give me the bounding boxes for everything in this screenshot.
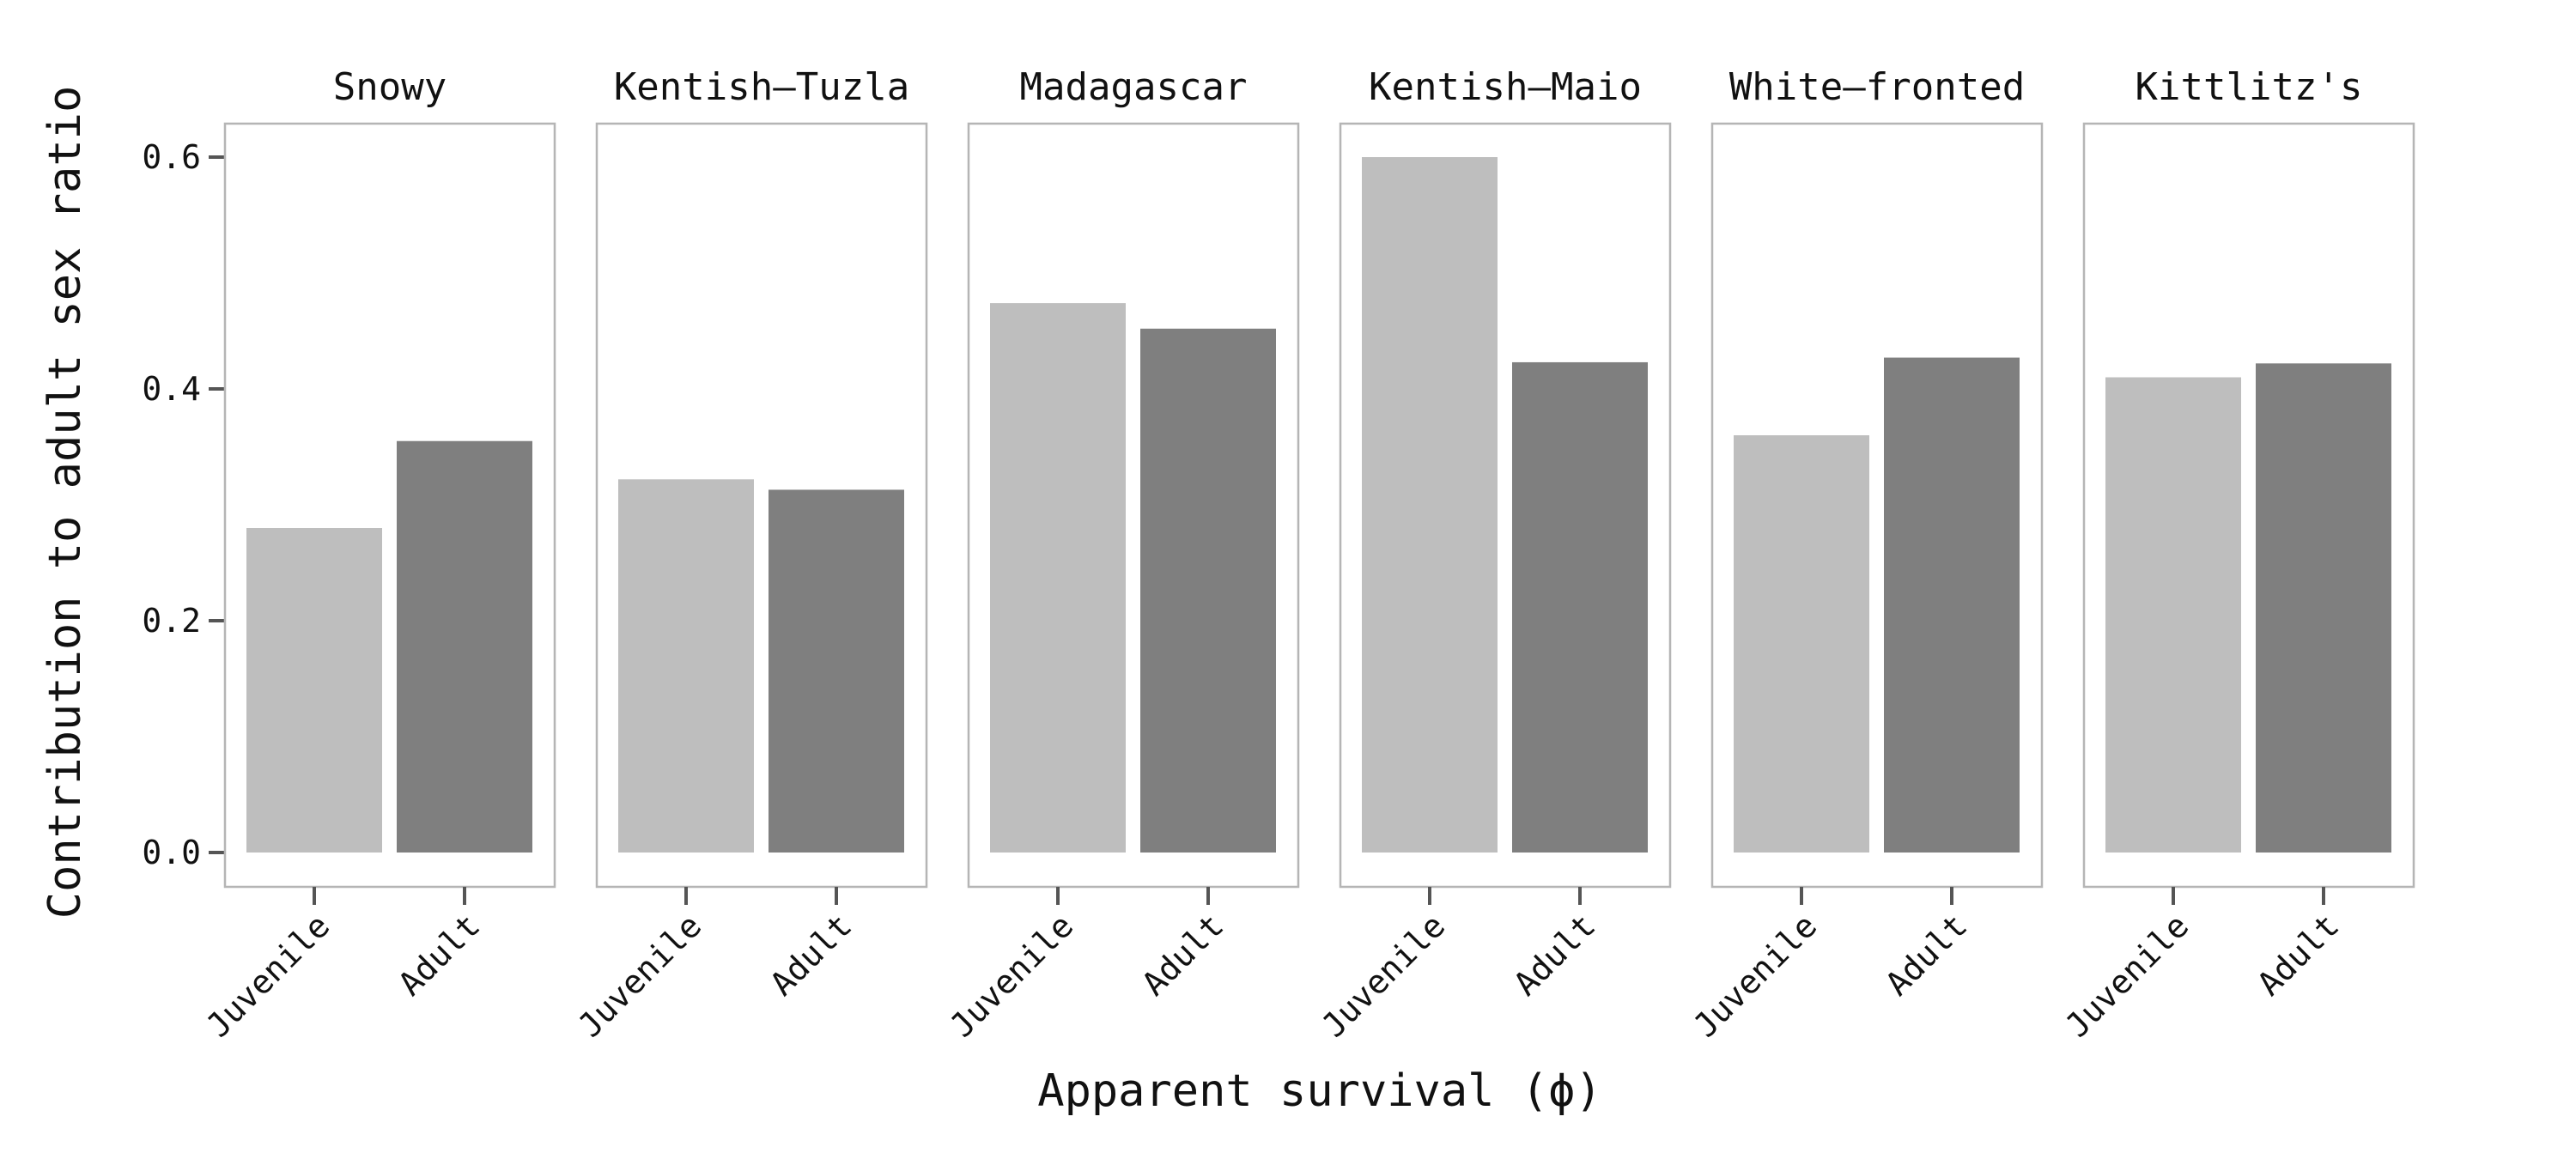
x-tick-label: Juvenile [943, 907, 1081, 1045]
x-tick-label: Adult [762, 907, 859, 1003]
facet-panels: Snowy Juvenile Adult Kentish–Tuzla Juvenile A… [199, 65, 2415, 1045]
bar-snowy-juvenile [246, 528, 382, 853]
facet-label: Madagascar [1020, 65, 1248, 109]
bar-white-fronted-adult [1884, 357, 2020, 853]
bar-kittlitz-s-juvenile [2105, 377, 2241, 853]
facet-kentish-maio: Kentish–Maio Juvenile Adult [1315, 65, 1672, 1045]
x-tick-label: Juvenile [1315, 907, 1453, 1045]
bar-kittlitz-s-adult [2256, 363, 2391, 853]
x-tick-label: Juvenile [1686, 907, 1825, 1045]
bar-kentish-tuzla-adult [769, 489, 904, 853]
bar-madagascar-juvenile [990, 303, 1126, 853]
bar-snowy-adult [397, 440, 532, 853]
x-tick-label: Juvenile [571, 907, 709, 1045]
bar-kentish-tuzla-juvenile [618, 479, 754, 853]
x-tick-label: Adult [1506, 907, 1602, 1003]
y-tick-label: 0.0 [142, 834, 201, 871]
facet-label: White–fronted [1729, 65, 2025, 109]
facet-label: Kentish–Tuzla [614, 65, 909, 109]
facet-kentish-tuzla: Kentish–Tuzla Juvenile Adult [571, 65, 928, 1045]
y-tick-label: 0.4 [142, 370, 201, 408]
x-tick-label: Adult [2250, 907, 2346, 1003]
facet-kittlitz-s: Kittlitz's Juvenile Adult [2058, 65, 2415, 1045]
y-axis-title: Contribution to adult sex ratio [39, 86, 91, 919]
facet-label: Kentish–Maio [1369, 65, 1642, 109]
bar-white-fronted-juvenile [1734, 435, 1869, 853]
facet-label: Kittlitz's [2136, 65, 2363, 109]
facet-white-fronted: White–fronted Juvenile Adult [1686, 65, 2044, 1045]
bar-kentish-maio-juvenile [1362, 157, 1498, 853]
x-tick-label: Adult [1134, 907, 1230, 1003]
x-tick-label: Adult [1878, 907, 1974, 1003]
facet-snowy: Snowy Juvenile Adult [199, 65, 556, 1045]
x-tick-label: Juvenile [2058, 907, 2196, 1045]
y-tick-label: 0.2 [142, 602, 201, 640]
bar-kentish-maio-adult [1512, 361, 1648, 853]
x-tick-label: Juvenile [199, 907, 337, 1045]
facet-label: Snowy [333, 65, 447, 109]
y-tick-label: 0.6 [142, 138, 201, 176]
facet-madagascar: Madagascar Juvenile Adult [943, 65, 1300, 1045]
x-axis-title: Apparent survival (ϕ) [1037, 1065, 1601, 1117]
x-tick-label: Adult [391, 907, 487, 1003]
y-axis: 0.0 0.2 0.4 0.6 [142, 138, 225, 871]
bar-madagascar-adult [1140, 328, 1276, 853]
